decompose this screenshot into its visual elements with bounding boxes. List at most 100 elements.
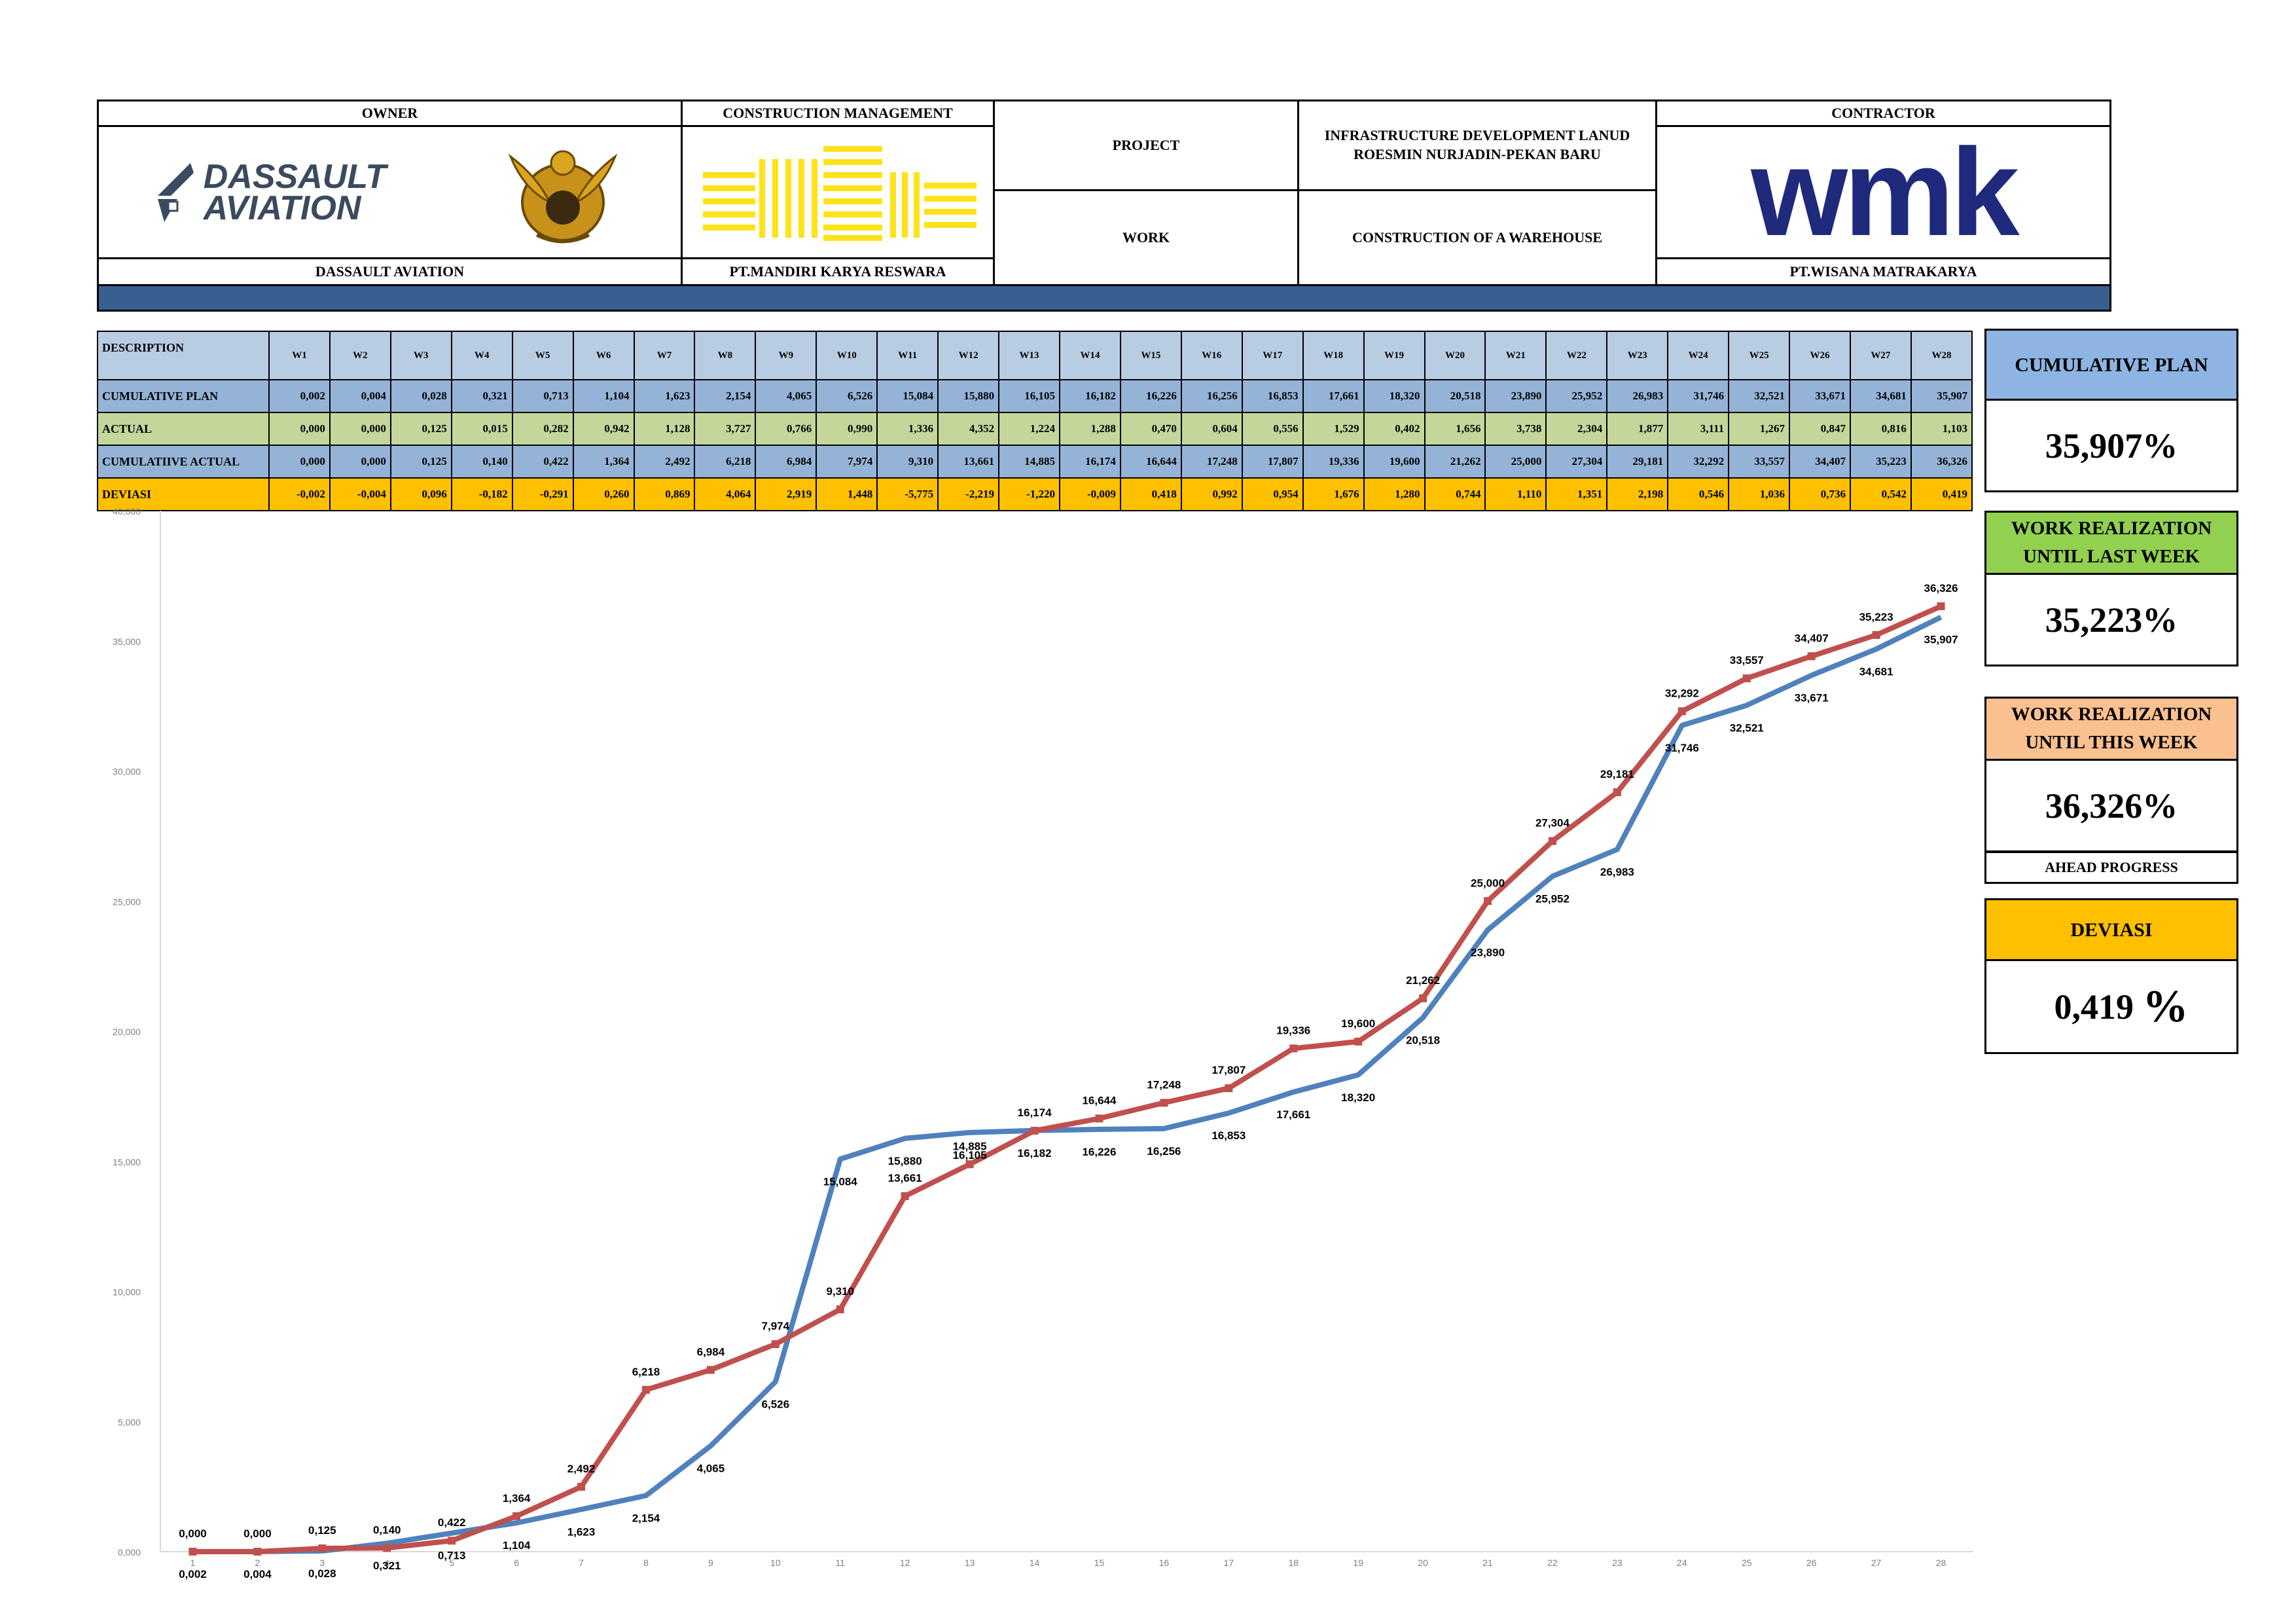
table-cell: 25,000 (1484, 445, 1547, 479)
table-cell: 3,727 (694, 412, 757, 446)
table-cell: 2,304 (1545, 412, 1608, 446)
cm-label: CONSTRUCTION MANAGEMENT (723, 105, 953, 121)
table-cell: 27,304 (1545, 445, 1608, 479)
table-cell: -5,775 (876, 477, 939, 511)
x-tick-label: 22 (1547, 1558, 1558, 1568)
wmk-logo: wmk (1751, 122, 2019, 262)
plan-data-label: 0,028 (308, 1567, 336, 1580)
actual-data-label: 19,336 (1276, 1024, 1310, 1036)
project-value-cell: INFRASTRUCTURE DEVELOPMENT LANUD ROESMIN… (1297, 100, 1657, 191)
table-cell: 1,364 (572, 445, 635, 479)
table-cell: 4,352 (937, 412, 1000, 446)
week-header: W28 (1910, 331, 1973, 380)
table-cell: -0,004 (329, 477, 391, 511)
table-cell: 0,282 (511, 412, 574, 446)
actual-point-marker (1225, 1084, 1233, 1093)
contractor-label-cell: CONTRACTOR (1655, 100, 2111, 127)
cm-name-cell: PT.MANDIRI KARYA RESWARA (681, 257, 995, 286)
table-cell: 17,807 (1241, 445, 1304, 479)
table-cell: 13,661 (937, 445, 1000, 479)
actual-data-label: 33,557 (1730, 654, 1764, 666)
table-cell: 2,919 (755, 477, 817, 511)
x-tick-label: 11 (835, 1558, 845, 1568)
actual-point-marker (1613, 788, 1621, 797)
table-cell: 0,942 (572, 412, 635, 446)
s-curve-chart: 0,0005,00010,00015,00020,00025,00030,000… (113, 506, 1973, 1580)
table-cell: 16,644 (1119, 445, 1182, 479)
week-header: W14 (1058, 331, 1121, 380)
actual-point-marker (771, 1340, 780, 1349)
owner-name-cell: DASSAULT AVIATION (97, 257, 683, 286)
table-cell: 0,402 (1363, 412, 1426, 446)
actual-point-marker (1548, 837, 1556, 845)
week-header: W7 (633, 331, 696, 380)
header-divider-bar (97, 284, 2111, 312)
table-cell: 0,869 (633, 477, 696, 511)
work-label: WORK (1122, 229, 1170, 246)
table-cell: 0,418 (1119, 477, 1182, 511)
table-cell: 21,262 (1424, 445, 1486, 479)
y-tick-label: 15,000 (113, 1157, 141, 1167)
table-cell: 0,546 (1667, 477, 1730, 511)
table-cell: 16,853 (1241, 379, 1304, 413)
contractor-name-cell: PT.WISANA MATRAKARYA (1655, 257, 2111, 286)
x-tick-label: 24 (1677, 1558, 1687, 1568)
week-header: W25 (1728, 331, 1791, 380)
week-header: W5 (511, 331, 574, 380)
x-tick-label: 20 (1418, 1558, 1428, 1568)
table-cell: 0,816 (1849, 412, 1912, 446)
table-cell: 4,064 (694, 477, 757, 511)
table-cell: 0,744 (1424, 477, 1486, 511)
mandiri-stripes-logo-icon (703, 145, 977, 241)
plan-data-label: 17,661 (1276, 1108, 1310, 1121)
owner-name: DASSAULT AVIATION (315, 263, 465, 280)
table-cell: 17,661 (1302, 379, 1365, 413)
table-cell: 31,746 (1667, 379, 1730, 413)
table-cell: 0,000 (268, 445, 331, 479)
table-cell: 3,111 (1667, 412, 1730, 446)
progress-table: DESCRIPTION W1 W2 W3 W4 W5 W6 W7 W8 W9 W10 W11 W12 W1… (97, 331, 1973, 511)
table-cell: 34,681 (1849, 379, 1912, 413)
week-header: W22 (1545, 331, 1608, 380)
actual-data-label: 0,000 (243, 1527, 272, 1540)
x-tick-label: 12 (900, 1558, 910, 1568)
table-cell: 0,470 (1119, 412, 1182, 446)
actual-data-label: 0,125 (308, 1524, 336, 1537)
plan-data-label: 16,256 (1147, 1145, 1181, 1158)
actual-point-marker (383, 1544, 391, 1552)
actual-point-marker (512, 1512, 521, 1520)
cumulative-plan-value: 35,907% (1984, 401, 2238, 492)
dassault-logo-text: DASSAULT AVIATION (203, 157, 386, 227)
actual-data-label: 17,807 (1211, 1064, 1246, 1076)
table-cell: 0,004 (329, 379, 391, 413)
actual-data-label: 25,000 (1471, 877, 1505, 889)
table-cell: 1,529 (1302, 412, 1365, 446)
actual-point-marker (1807, 652, 1816, 661)
table-cell: 16,226 (1119, 379, 1182, 413)
plan-data-label: 26,983 (1600, 866, 1634, 878)
plan-data-label: 1,623 (567, 1525, 596, 1538)
y-tick-label: 10,000 (113, 1287, 141, 1298)
actual-data-label: 0,000 (179, 1527, 207, 1540)
table-cell: 16,256 (1180, 379, 1243, 413)
x-tick-label: 23 (1612, 1558, 1623, 1568)
plan-data-label: 35,907 (1924, 634, 1958, 646)
x-tick-label: 4 (384, 1558, 389, 1568)
deviasi-title: DEVIASI (1984, 898, 2238, 961)
week-header: W8 (694, 331, 757, 380)
plan-data-label: 15,084 (823, 1175, 858, 1188)
table-cell: 2,198 (1606, 477, 1669, 511)
row-label: ACTUAL (97, 412, 270, 446)
week-header: W12 (937, 331, 1000, 380)
table-cell: 0,954 (1241, 477, 1304, 511)
table-cell: 1,877 (1606, 412, 1669, 446)
table-cell: 2,154 (694, 379, 757, 413)
actual-point-marker (706, 1366, 715, 1374)
week-header: W21 (1484, 331, 1547, 380)
actual-point-marker (1354, 1037, 1363, 1046)
x-tick-label: 13 (965, 1558, 975, 1568)
last-week-value: 35,223% (1984, 575, 2238, 666)
actual-data-label: 6,218 (632, 1366, 660, 1378)
x-tick-label: 8 (643, 1558, 649, 1568)
actual-point-marker (965, 1160, 974, 1169)
